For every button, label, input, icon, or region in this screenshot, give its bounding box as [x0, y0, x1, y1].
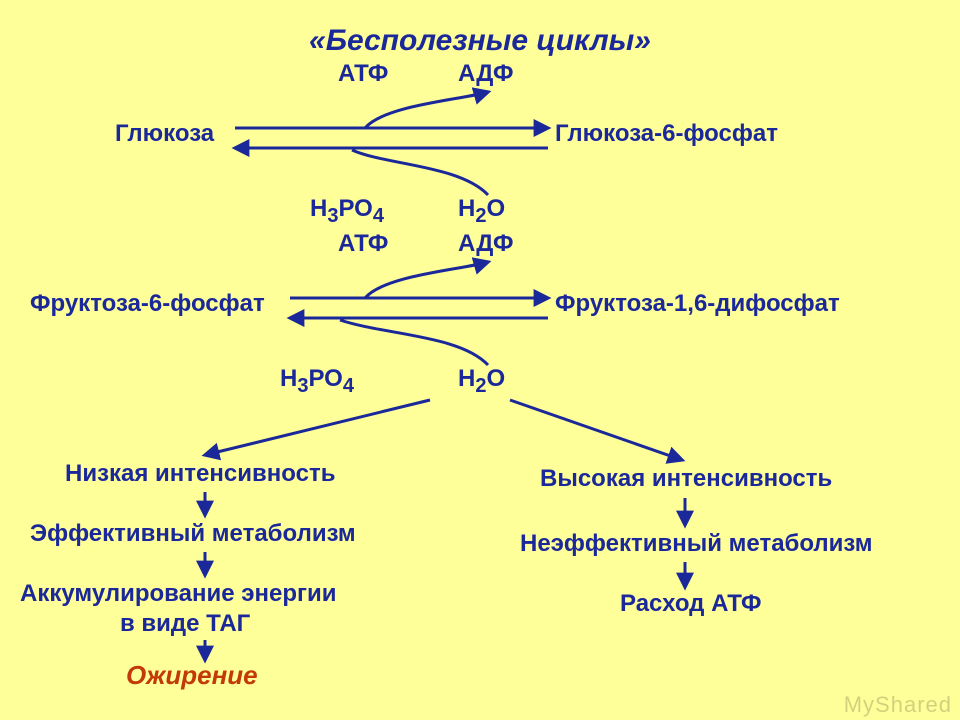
label-atp1: АТФ [338, 60, 388, 88]
curve-h2o_h3po4_2 [340, 320, 488, 365]
label-h3po4_2: Н3РО4 [280, 365, 354, 398]
label-ineff_met: Неэффективный метаболизм [520, 530, 873, 558]
watermark: MyShared [844, 692, 952, 718]
label-h2o_1: Н2О [458, 195, 505, 228]
label-atp_spend: Расход АТФ [620, 590, 761, 618]
curve-h2o_h3po4_1 [352, 150, 488, 195]
label-high_int: Высокая интенсивность [540, 465, 832, 493]
label-obesity: Ожирение [126, 660, 258, 691]
diagram-title: «Бесполезные циклы» [0, 24, 960, 58]
label-low_int: Низкая интенсивность [65, 460, 335, 488]
label-atp2: АТФ [338, 230, 388, 258]
branch-branch_low [205, 400, 430, 455]
label-accum2: в виде ТАГ [120, 610, 250, 638]
label-glucose: Глюкоза [115, 120, 214, 148]
curve-atp_adp_1 [365, 92, 488, 128]
label-adp1: АДФ [458, 60, 514, 88]
label-h3po4_1: Н3РО4 [310, 195, 384, 228]
curve-atp_adp_2 [365, 262, 488, 298]
label-h2o_2: Н2О [458, 365, 505, 398]
label-accum1: Аккумулирование энергии [20, 580, 337, 608]
branch-branch_high [510, 400, 682, 460]
label-adp2: АДФ [458, 230, 514, 258]
label-f6p: Фруктоза-6-фосфат [30, 290, 265, 318]
label-g6p: Глюкоза-6-фосфат [555, 120, 778, 148]
label-eff_met: Эффективный метаболизм [30, 520, 356, 548]
label-f16bp: Фруктоза-1,6-дифосфат [555, 290, 840, 318]
